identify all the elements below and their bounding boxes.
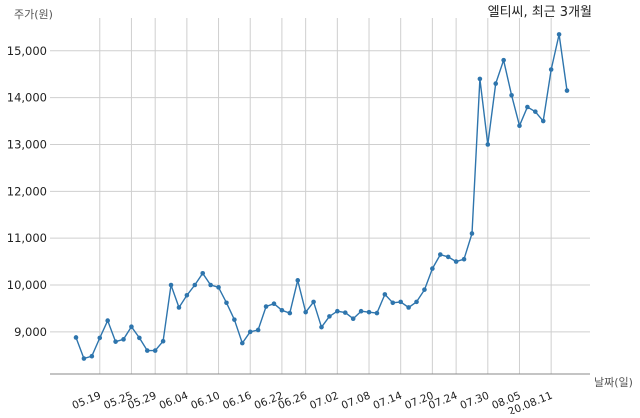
price-point [430,266,435,271]
price-series [73,32,570,361]
price-point [121,337,126,342]
price-point [295,278,301,283]
y-tick-label: 13,000 [7,137,47,151]
y-tick-label: 11,000 [7,231,47,245]
y-tick-labels: 9,000 10,000 11,000 12,000 13,000 14,000 15,00… [7,44,47,339]
price-point [366,309,372,315]
price-point [176,305,182,310]
price-point [184,293,190,298]
price-point [192,282,198,288]
price-point [208,282,213,288]
price-point [445,254,451,260]
price-point [533,109,538,114]
price-point [160,338,166,344]
price-point [232,317,237,322]
price-point [509,92,514,98]
price-point [311,299,316,305]
price-point [287,310,293,316]
price-point [303,309,308,315]
price-point [564,88,570,93]
chart-title: 엘티씨, 최근 3개월 [488,5,592,20]
price-point [382,292,388,297]
price-point [501,57,506,63]
price-point [406,305,411,310]
price-point [327,314,332,319]
price-point [263,304,269,309]
price-point [493,81,499,86]
price-point [168,282,174,288]
price-point [89,353,95,359]
y-tick-label: 14,000 [7,91,47,105]
price-point [422,287,427,292]
price-point [461,256,467,262]
x-tick-label: 06.04 [158,390,191,413]
price-point [81,356,87,361]
price-point [271,301,277,307]
price-point [548,67,554,72]
price-point [144,348,150,353]
price-point [453,259,459,264]
x-tick-label: 05.19 [71,390,103,412]
price-point [414,299,419,305]
price-point [152,348,158,353]
price-point [517,123,522,129]
price-point [137,335,142,341]
price-point [73,335,79,340]
x-tick-label: 07.08 [340,390,372,412]
price-point [469,231,475,236]
price-point [485,142,491,147]
y-tick-label: 9,000 [14,325,47,339]
price-point [525,104,530,110]
price-point [224,300,229,306]
horizontal-gridlines [50,50,590,333]
price-point [358,308,364,314]
price-point [105,318,110,323]
x-tick-label: 07.30 [459,390,491,412]
price-point [350,316,356,322]
price-point [390,300,396,306]
y-axis-label: 주가(원) [14,8,53,21]
x-tick-label: 06.16 [221,390,254,413]
x-tick-label: 07.14 [371,390,404,413]
price-point [319,324,324,330]
price-point [477,76,483,82]
price-point [335,308,340,314]
y-tick-label: 12,000 [7,184,47,198]
price-point [113,339,118,344]
y-tick-label: 15,000 [7,44,47,58]
price-point [97,335,103,341]
price-point [540,118,546,124]
price-point [437,252,443,257]
price-point [247,329,253,335]
x-tick-label: 06.10 [189,390,221,412]
price-point [374,310,380,316]
price-point [556,32,562,37]
price-line [75,33,568,360]
x-tick-label: 07.02 [308,390,340,412]
price-point [255,327,261,333]
price-point [216,285,221,290]
y-tick-label: 10,000 [7,278,47,292]
vertical-gridlines [99,18,552,374]
price-point [200,270,206,276]
price-point [279,307,285,313]
price-point [398,299,403,305]
price-point [240,340,245,346]
price-point [129,324,134,329]
x-axis-label: 날짜(일) [594,375,633,389]
price-point [342,310,348,315]
